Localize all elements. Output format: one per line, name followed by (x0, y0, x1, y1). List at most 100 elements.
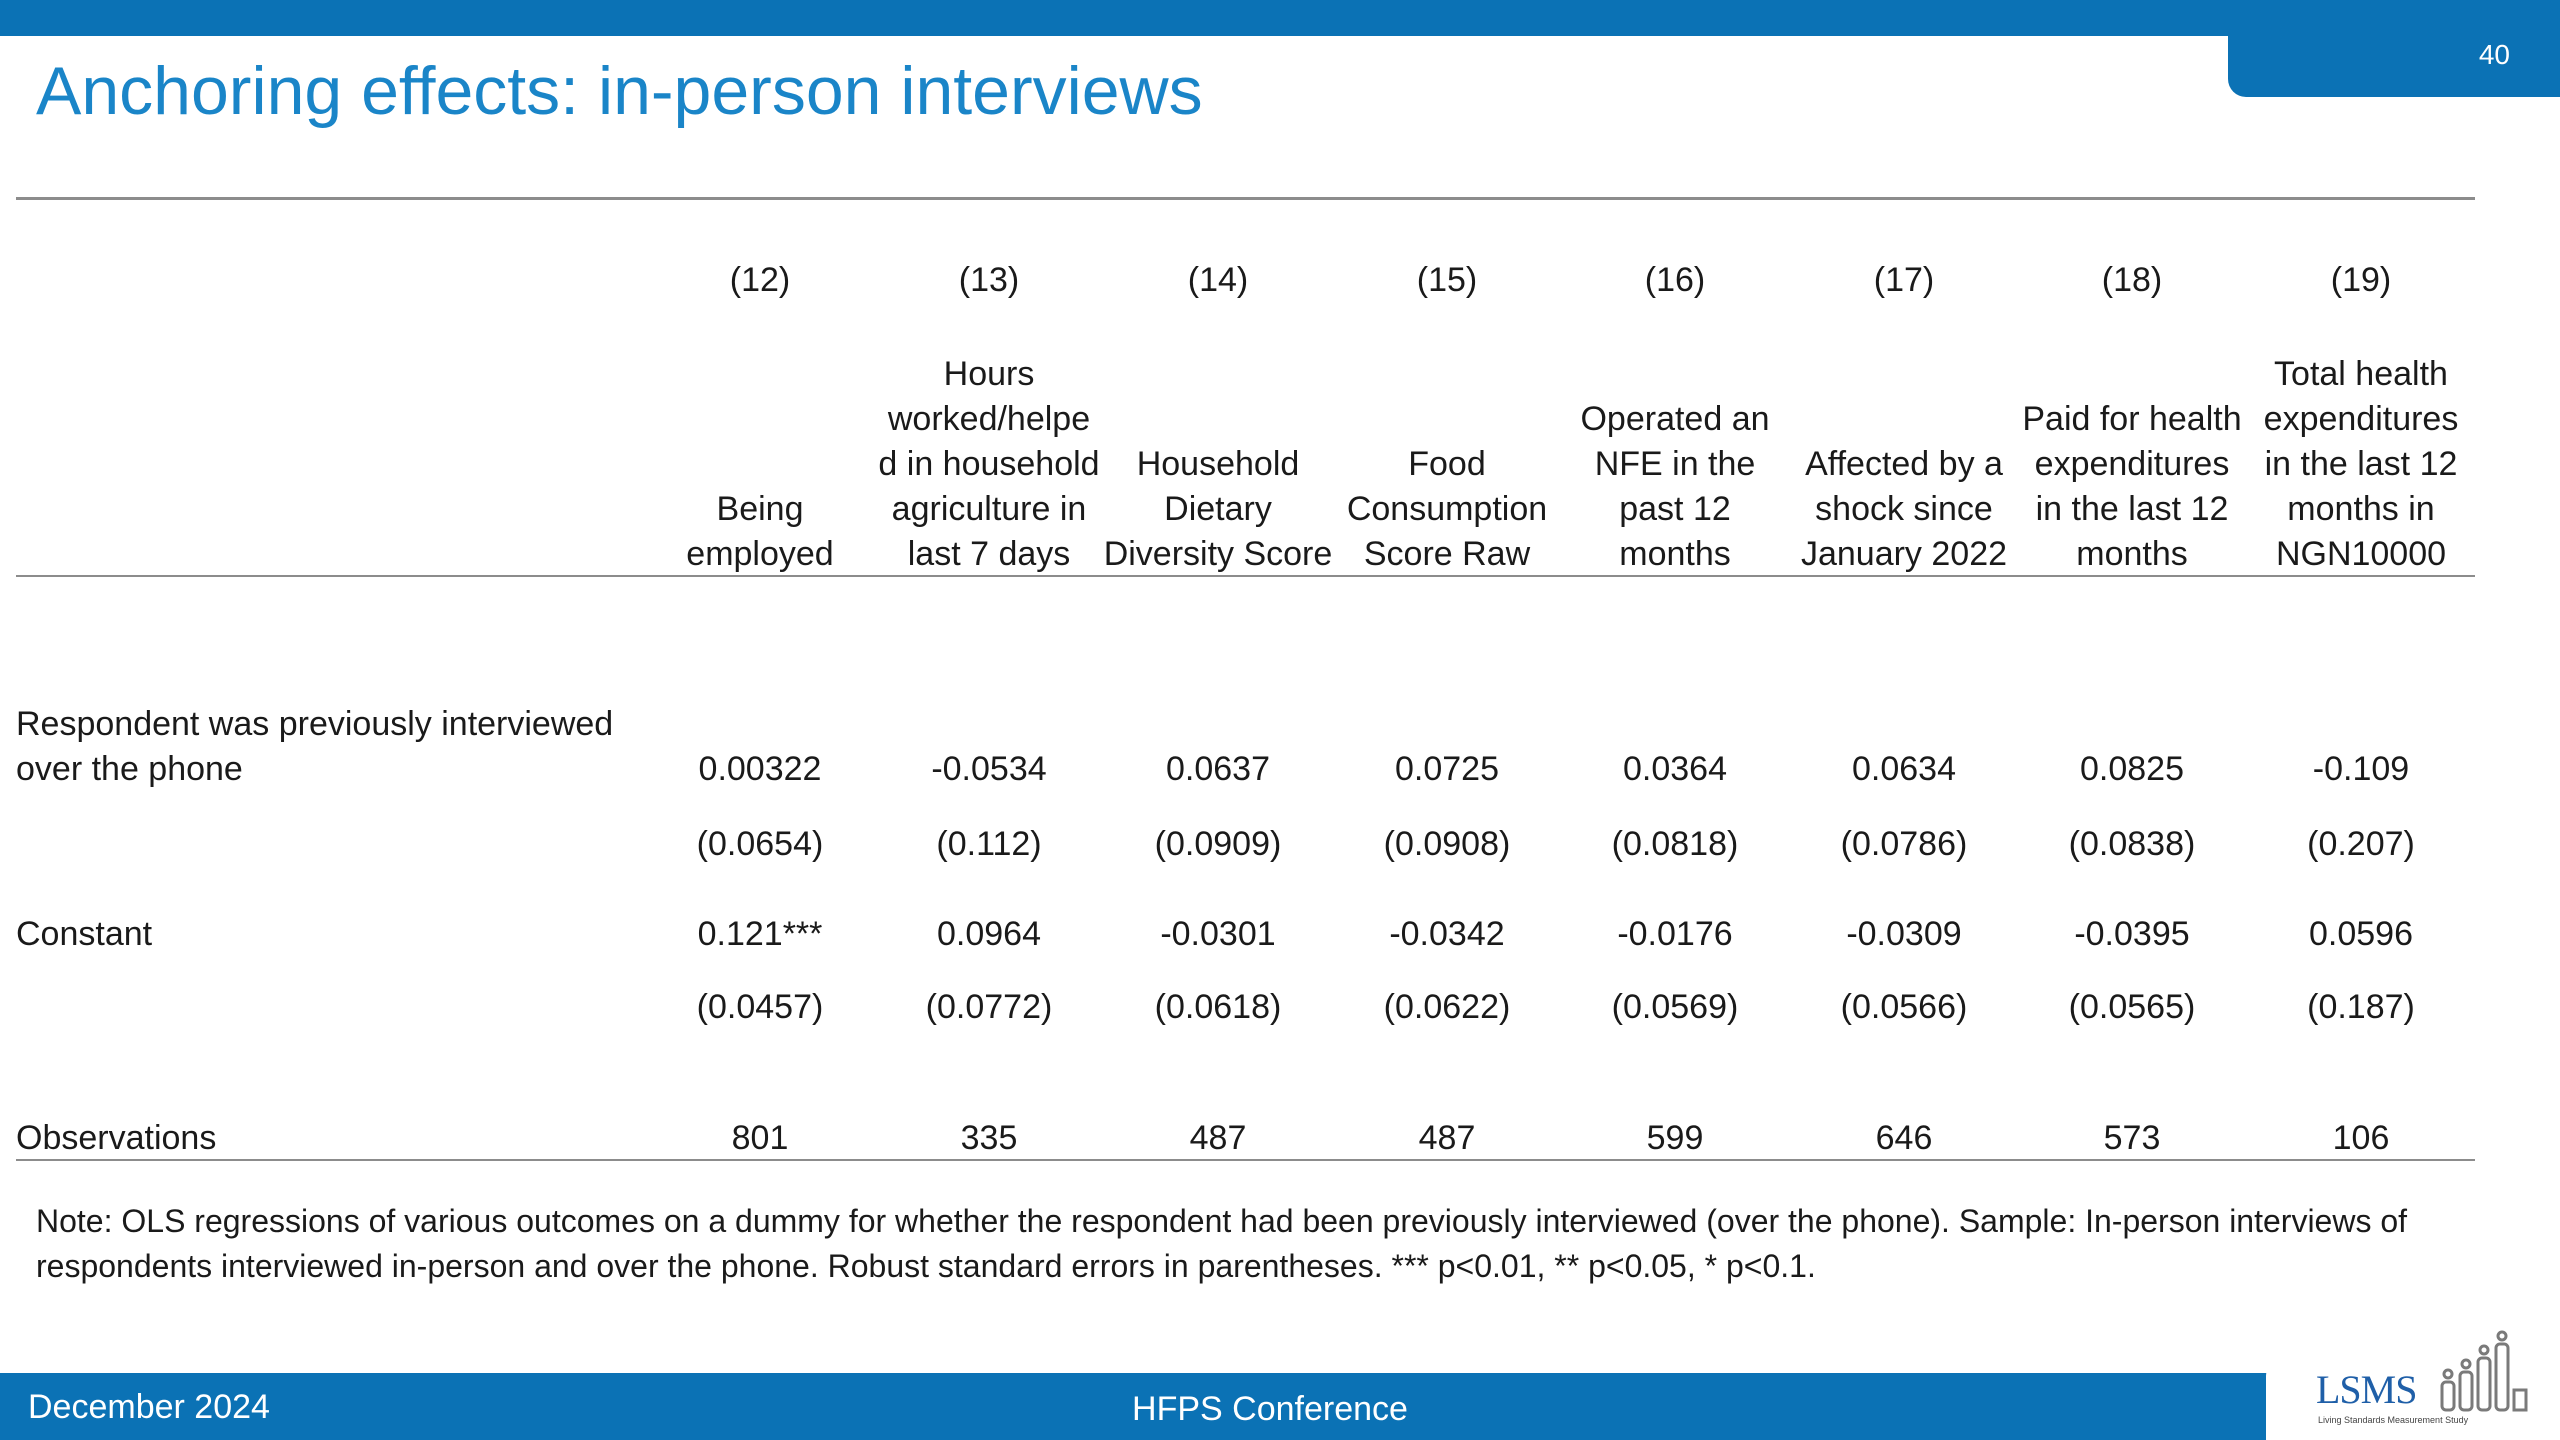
page-number-tab: 40 (2228, 0, 2560, 97)
bar-chart-people-icon (2440, 1330, 2528, 1412)
coefficient-cell: 0.0634 (1852, 750, 1956, 788)
coefficient-cell: 0.0964 (937, 915, 1041, 953)
observations-cell: 106 (2332, 1119, 2390, 1157)
standard-error-cell: (0.0772) (925, 988, 1053, 1026)
observations-cell: 599 (1646, 1119, 1704, 1157)
coefficient-cell: 0.0825 (2080, 750, 2184, 788)
footer-bar (0, 1373, 2560, 1440)
logo-subtitle: Living Standards Measurement Study (2318, 1415, 2469, 1425)
column-header: Being employed (646, 487, 875, 577)
column-header-line: Hours (943, 355, 1035, 393)
column-number: (12) (729, 261, 791, 299)
coefficient-cell: 0.0596 (2309, 915, 2413, 953)
standard-error-cell: (0.0457) (696, 988, 824, 1026)
standard-error-cell: (0.0618) (1154, 988, 1282, 1026)
column-header-line: NGN10000 (2275, 535, 2447, 573)
coefficient-cell: 0.0364 (1623, 750, 1727, 788)
observations-cell: 573 (2103, 1119, 2161, 1157)
standard-error-cell: (0.0838) (2068, 825, 2196, 863)
column-header-line: last 7 days (907, 535, 1071, 573)
observations-cell: 487 (1189, 1119, 1247, 1157)
column-header-line: Operated an (1580, 400, 1770, 438)
coefficient-cell: -0.0309 (1846, 915, 1962, 953)
column-header-line: months in (2287, 490, 2435, 528)
column-number: (14) (1187, 261, 1249, 299)
standard-error-cell: (0.0622) (1383, 988, 1511, 1026)
observations-cell: 335 (960, 1119, 1018, 1157)
standard-error-cell: (0.0565) (2068, 988, 2196, 1026)
coefficient-cell: -0.0534 (931, 750, 1047, 788)
coefficient-cell: -0.0301 (1160, 915, 1276, 953)
top-banner (0, 0, 2560, 36)
column-number: (13) (958, 261, 1020, 299)
column-header: Food Consumption Score Raw (1333, 442, 1562, 577)
observations-cell: 801 (731, 1119, 789, 1157)
coefficient-cell: -0.0176 (1617, 915, 1733, 953)
column-number: (16) (1644, 261, 1706, 299)
standard-error-cell: (0.0566) (1840, 988, 1968, 1026)
table-top-rule (16, 197, 2475, 200)
column-header-line: Consumption (1346, 490, 1548, 528)
column-header-line: expenditures (2263, 400, 2459, 438)
column-header-line: worked/helpe (887, 400, 1091, 438)
footer-date: December 2024 (28, 1388, 270, 1426)
column-header-line: Score Raw (1363, 535, 1531, 573)
observations-label: Observations (16, 1119, 217, 1157)
column-header-line: Household (1136, 445, 1300, 483)
column-header: Operated an NFE in the past 12 months (1561, 397, 1790, 577)
column-header-line: in the last 12 (2264, 445, 2458, 483)
column-number: (15) (1416, 261, 1478, 299)
column-header-line: employed (686, 535, 834, 573)
standard-error-cell: (0.0909) (1154, 825, 1282, 863)
column-header: Total health expenditures in the last 12 mo… (2247, 352, 2476, 577)
column-number: (17) (1873, 261, 1935, 299)
column-header-line: expenditures (2034, 445, 2230, 483)
observations-cell: 487 (1418, 1119, 1476, 1157)
column-header-line: months (2076, 535, 2188, 573)
row-label: Respondent was previously interviewed (16, 705, 614, 743)
standard-error-cell: (0.0786) (1840, 825, 1968, 863)
column-header: Paid for health expenditures in the last 1… (2018, 397, 2247, 577)
column-header: Affected by a shock since January 2022 (1790, 442, 2019, 577)
table-header-rule (16, 575, 2475, 577)
coefficient-cell: 0.00322 (698, 750, 822, 788)
column-header-line: agriculture in (891, 490, 1087, 528)
standard-error-cell: (0.187) (2307, 988, 2415, 1026)
coefficient-cell: 0.0725 (1395, 750, 1499, 788)
column-header-line: Paid for health (2022, 400, 2242, 438)
standard-error-cell: (0.0654) (696, 825, 824, 863)
logo-text: LSMS (2316, 1367, 2417, 1412)
coefficient-cell: -0.109 (2312, 750, 2410, 788)
column-header-line: Total health (2274, 355, 2448, 393)
row-label: Constant (16, 915, 153, 953)
column-header-line: months (1619, 535, 1731, 573)
slide-title: Anchoring effects: in-person interviews (36, 53, 1203, 129)
column-header-line: Food (1408, 445, 1486, 483)
column-header: Household Dietary Diversity Score (1104, 442, 1333, 577)
column-header-line: Diversity Score (1103, 535, 1333, 573)
coefficient-cell: 0.0637 (1166, 750, 1270, 788)
column-header-line: Affected by a (1805, 445, 2003, 483)
coefficient-cell: -0.0395 (2074, 915, 2190, 953)
standard-error-cell: (0.207) (2307, 825, 2415, 863)
coefficient-cell: -0.0342 (1389, 915, 1505, 953)
column-header-line: shock since (1815, 490, 1993, 528)
footer-conference: HFPS Conference (1132, 1390, 1408, 1428)
coefficient-cell: 0.121*** (697, 915, 823, 953)
standard-error-cell: (0.0908) (1383, 825, 1511, 863)
column-header-line: past 12 (1619, 490, 1731, 528)
standard-error-cell: (0.0569) (1611, 988, 1739, 1026)
column-number: (19) (2330, 261, 2392, 299)
page-number: 40 (2478, 39, 2510, 70)
lsms-logo: LSMS Living Standards Measurement Study (2266, 1330, 2560, 1440)
observations-cell: 646 (1875, 1119, 1933, 1157)
column-header-line: Dietary (1164, 490, 1272, 528)
column-header-line: Being (716, 490, 804, 528)
standard-error-cell: (0.0818) (1611, 825, 1739, 863)
column-header-line: NFE in the (1594, 445, 1756, 483)
row-label: over the phone (16, 750, 243, 788)
column-header-line: in the last 12 (2035, 490, 2229, 528)
column-number: (18) (2101, 261, 2163, 299)
column-header-line: January 2022 (1800, 535, 2008, 573)
table-note: Note: OLS regressions of various outcome… (36, 1203, 2408, 1284)
